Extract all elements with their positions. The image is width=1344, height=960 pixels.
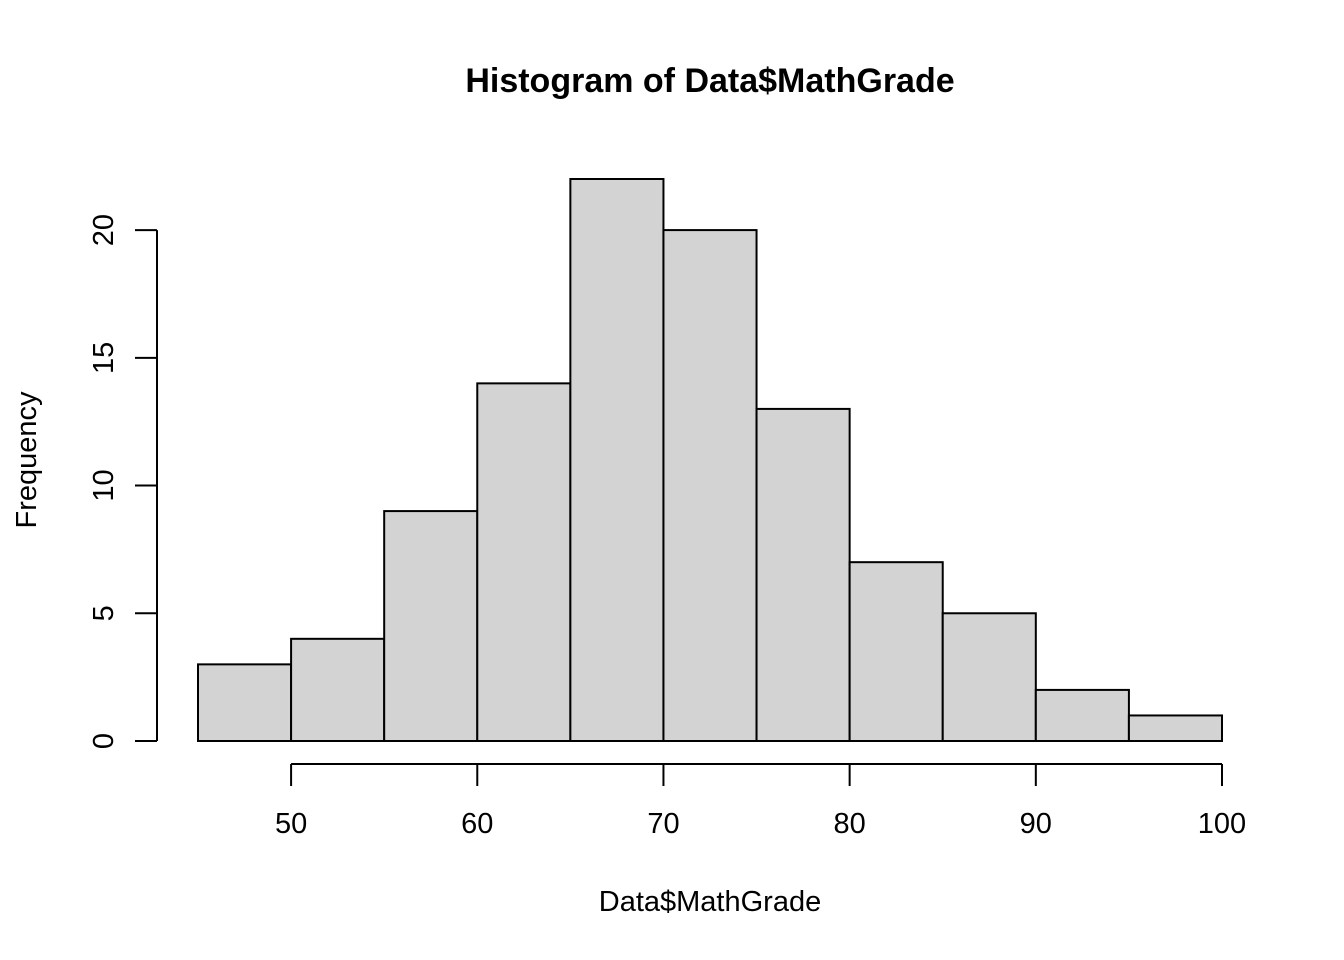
histogram-bar	[290, 637, 386, 742]
x-tick-label: 100	[1198, 808, 1246, 840]
x-axis: 50 60 70 80 90 100	[275, 763, 1246, 840]
bars-group	[197, 178, 1223, 743]
histogram-bar	[476, 382, 572, 742]
histogram-bar	[197, 663, 293, 743]
histogram-bar	[941, 612, 1037, 742]
y-tick-label: 10	[88, 469, 120, 501]
x-tick-label: 60	[461, 808, 493, 840]
x-tick-label: 90	[1020, 808, 1052, 840]
y-axis-label: Frequency	[11, 391, 43, 529]
histogram-bar	[569, 178, 665, 742]
x-axis-label: Data$MathGrade	[599, 886, 821, 918]
histogram-bar	[755, 407, 851, 742]
histogram-bar	[1034, 688, 1130, 743]
histogram-bar	[1127, 714, 1223, 742]
x-tick-label: 70	[647, 808, 679, 840]
y-tick-label: 0	[88, 733, 120, 749]
histogram-bar	[848, 561, 944, 742]
y-axis: 0 5 10 15 20	[88, 214, 158, 749]
histogram-bar	[662, 229, 758, 742]
x-tick-label: 50	[275, 808, 307, 840]
y-tick-label: 5	[88, 605, 120, 621]
y-tick-label: 20	[88, 214, 120, 246]
chart-title: Histogram of Data$MathGrade	[465, 62, 954, 100]
histogram-bar	[383, 510, 479, 742]
x-tick-label: 80	[834, 808, 866, 840]
y-tick-label: 15	[88, 342, 120, 374]
